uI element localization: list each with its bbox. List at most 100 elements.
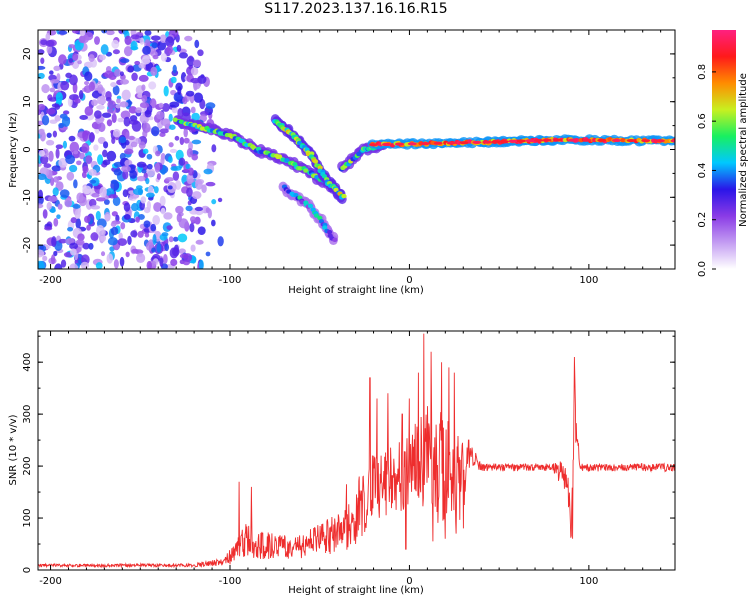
heatmap-noise-cell [62,140,68,149]
heatmap-noise-cell [55,148,60,159]
heatmap-track-core [307,203,314,209]
heatmap-hotspot [381,142,391,147]
heatmap-noise-cell [93,144,99,151]
heatmap-noise-cell [101,112,112,118]
heatmap-noise-cell [88,54,95,63]
heatmap-noise-cell [130,230,138,238]
heatmap-noise-cell [128,135,135,141]
heatmap-noise-cell [106,119,113,127]
colorbar-tick-label: 0.6 [697,113,708,129]
heatmap-noise-cell [137,230,144,238]
heatmap-noise-cell [89,179,97,184]
heatmap-noise-cell [55,92,63,103]
heatmap-noise-cell [127,235,132,245]
heatmap-noise-cell [128,106,138,114]
heatmap-noise-cell [97,84,104,94]
heatmap-noise-cell [123,148,134,155]
heatmap-noise-cell [156,243,162,253]
heatmap-noise-cell [101,229,106,236]
y-tick-label: 200 [22,457,33,476]
heatmap-noise-cell [183,137,190,144]
heatmap-noise-cell [45,139,55,146]
heatmap-hotspot [516,139,526,143]
heatmap-noise-cell [67,226,74,232]
heatmap-noise-cell [145,168,156,178]
heatmap-track-core [284,158,290,163]
heatmap-noise-cell [104,70,114,79]
heatmap-noise-cell [178,52,188,59]
heatmap-noise-cell [46,45,53,54]
heatmap-noise-cell [136,175,146,182]
heatmap-noise-cell [38,49,45,55]
heatmap-noise-cell [78,89,84,100]
heatmap-noise-cell [167,185,173,190]
heatmap-noise-cell [160,156,165,165]
heatmap-noise-cell [85,155,93,165]
heatmap-hotspot [655,139,665,143]
heatmap-noise-cell [112,85,120,96]
y-tick-label: -20 [22,237,33,253]
colorbar-tick-label: 0.2 [697,212,708,228]
heatmap-noise-cell [166,225,173,231]
heatmap-noise-cell [128,119,139,125]
heatmap-noise-cell [187,167,194,176]
heatmap-noise-cell [69,164,78,173]
heatmap-noise-cell [163,85,169,97]
heatmap-noise-cell [89,132,95,143]
heatmap-noise-cell [172,171,180,181]
heatmap-noise-cell [141,84,146,91]
heatmap-hotspot [582,138,592,142]
heatmap-noise-cell [150,223,157,232]
heatmap-noise-cell [38,203,44,209]
heatmap-noise-cell [90,232,99,241]
heatmap-hotspot [508,139,518,143]
heatmap-noise-cell [38,260,45,269]
heatmap-noise-cell [203,168,213,175]
heatmap-noise-cell [61,116,71,127]
heatmap-noise-cell [78,196,87,207]
heatmap-noise-cell [169,148,178,153]
heatmap-noise-cell [114,68,122,77]
heatmap-noise-cell [159,34,167,43]
heatmap-noise-cell [148,81,157,90]
heatmap-noise-cell [110,226,119,236]
heatmap-noise-cell [153,186,159,194]
heatmap-noise-cell [69,263,79,269]
heatmap-noise-cell [185,90,195,97]
heatmap-noise-cell [95,262,103,269]
x-tick-label: 100 [579,275,598,286]
heatmap-noise-cell [195,179,203,190]
heatmap-noise-cell [50,177,55,186]
heatmap-noise-cell [159,195,166,207]
heatmap-noise-cell [91,192,100,198]
heatmap-noise-cell [135,216,140,223]
heatmap-noise-cell [69,141,80,153]
heatmap-noise-cell [75,239,85,246]
colorbar-gradient [712,30,736,269]
heatmap-hotspot [482,140,492,144]
heatmap-noise-cell [190,106,196,114]
heatmap-noise-cell [168,142,174,148]
heatmap-noise-cell [38,103,46,111]
heatmap-noise-cell [39,245,44,250]
snr-panel: -200 -100 0 100 0 100 200 300 400 Height of str… [8,330,676,596]
heatmap-noise-cell [191,139,202,145]
heatmap-noise-cell [119,136,127,144]
heatmap-noise-cell [40,39,48,46]
heatmap-noise-cell [72,204,81,209]
heatmap-track-core [317,165,323,170]
heatmap-noise-cell [169,247,179,259]
heatmap-noise-cell [191,153,199,161]
heatmap-noise-cell [131,72,138,82]
heatmap-noise-cell [117,117,124,123]
heatmap-noise-cell [38,65,46,70]
spectrogram-heatmap [38,30,675,269]
heatmap-noise-cell [94,110,102,119]
heatmap-noise-cell [160,118,171,127]
heatmap-hotspot [611,138,621,143]
heatmap-noise-cell [123,46,133,57]
heatmap-noise-cell [183,253,193,262]
heatmap-noise-cell [46,132,52,138]
heatmap-noise-cell [125,131,130,140]
colorbar-tick-label: 0.4 [697,162,708,178]
